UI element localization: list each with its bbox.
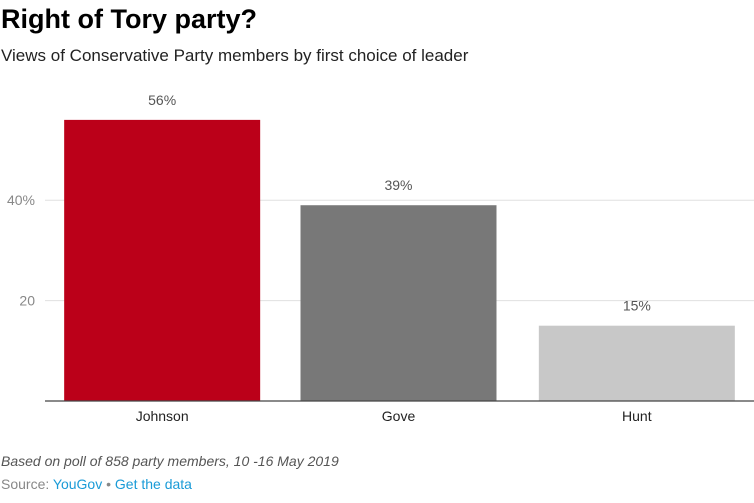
get-data-link[interactable]: Get the data [114,476,192,492]
data-label: 56% [148,92,176,108]
x-tick-label: Johnson [136,408,189,424]
footnote: Based on poll of 858 party members, 10 -… [1,453,339,469]
bar-johnson [64,119,261,401]
source-label: Source: [1,476,50,492]
chart-title: Right of Tory party? [1,4,257,34]
bar-hunt [538,325,735,401]
chart-subtitle: Views of Conservative Party members by f… [1,46,469,65]
x-tick-label: Gove [382,408,416,424]
bar-gove [300,205,497,401]
x-tick-label: Hunt [622,408,652,424]
data-label: 15% [623,298,651,314]
separator: • [106,476,111,492]
source-line: Source: YouGov • Get the data [1,476,192,492]
source-link[interactable]: YouGov [52,476,103,492]
bar-chart: 20 40% 56% Johnson 39% Gove 15% Hunt [7,92,754,424]
data-label: 39% [384,177,412,193]
y-tick-label: 20 [19,293,35,309]
y-tick-label: 40% [7,192,35,208]
